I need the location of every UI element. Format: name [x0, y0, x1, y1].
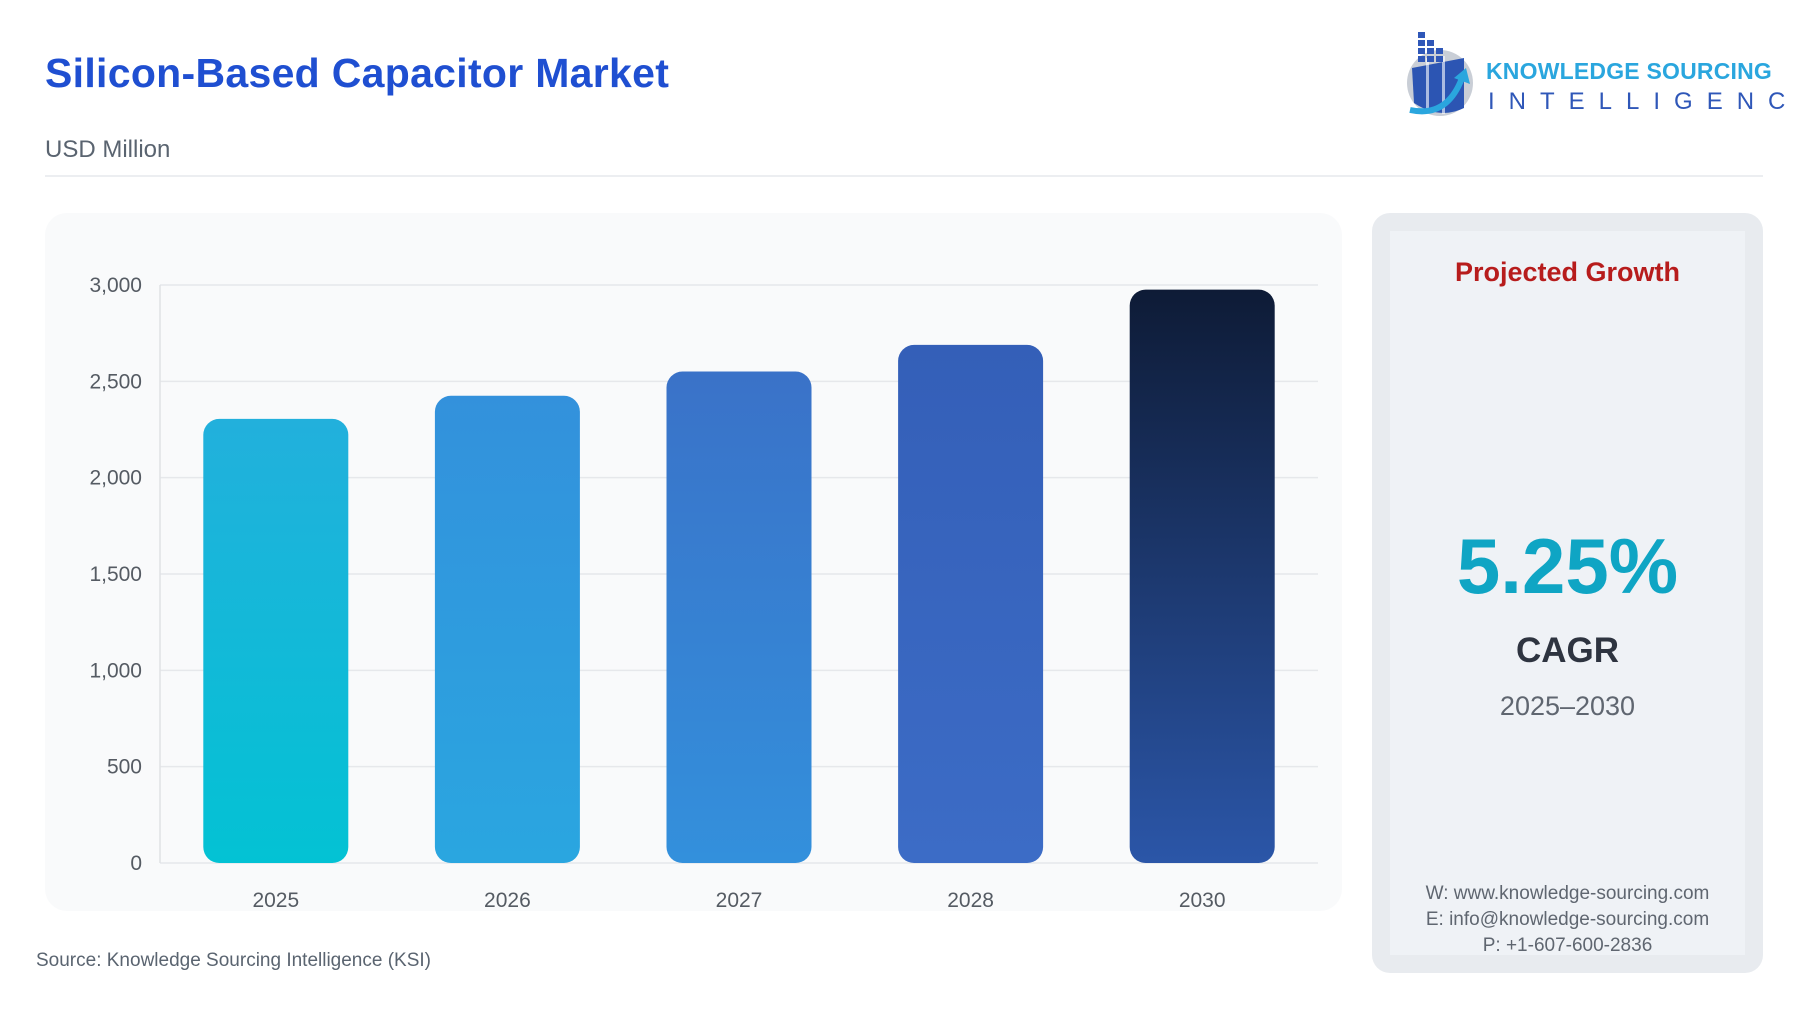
page-title: Silicon-Based Capacitor Market [45, 50, 670, 96]
y-tick-label: 0 [130, 852, 142, 875]
logo-globe-icon [1407, 32, 1473, 116]
x-tick-label: 2025 [252, 889, 299, 911]
cagr-period: 2025–2030 [1499, 691, 1636, 721]
y-tick-label: 1,000 [89, 659, 142, 682]
bar-2025 [203, 418, 349, 863]
divider [45, 175, 1763, 177]
cagr-label: CAGR [1515, 631, 1620, 670]
chart-card: 0 500 1,000 1,500 2,000 2,500 3,000 2025 2026 202… [45, 213, 1342, 911]
bar-2026 [434, 395, 580, 863]
bar-2028 [898, 344, 1044, 863]
contact-phone: P: +1-607-600-2836 [1482, 935, 1653, 956]
x-tick-label: 2030 [1179, 889, 1226, 911]
x-tick-label: 2026 [484, 889, 531, 911]
contact-website[interactable]: W: www.knowledge-sourcing.com [1425, 883, 1710, 904]
source-note: Source: Knowledge Sourcing Intelligence … [36, 950, 432, 971]
projected-growth-title: Projected Growth [1454, 257, 1681, 287]
unit-subtitle: USD Million [45, 136, 171, 163]
logo-text-line1: KNOWLEDGE SOURCING [1486, 58, 1772, 84]
x-tick-label: 2028 [947, 889, 994, 911]
y-tick-label: 2,000 [89, 467, 142, 490]
ksi-logo: KNOWLEDGE SOURCING INTELLIGENCE [1402, 28, 1800, 118]
y-tick-label: 1,500 [89, 563, 142, 586]
x-tick-label: 2027 [716, 889, 763, 911]
y-tick-label: 2,500 [89, 370, 142, 393]
logo-text-line2: INTELLIGENCE [1488, 88, 1800, 115]
bar-2027 [666, 371, 812, 863]
y-tick-label: 3,000 [89, 274, 142, 297]
contact-email[interactable]: E: info@knowledge-sourcing.com [1425, 909, 1710, 930]
bar-chart: 0 500 1,000 1,500 2,000 2,500 3,000 2025 2026 202… [89, 274, 1318, 911]
y-tick-label: 500 [107, 756, 142, 779]
growth-card: Projected Growth 5.25% CAGR 2025–2030 W:… [1372, 213, 1763, 973]
cagr-value: 5.25% [1456, 522, 1679, 610]
bar-2030 [1129, 289, 1275, 863]
